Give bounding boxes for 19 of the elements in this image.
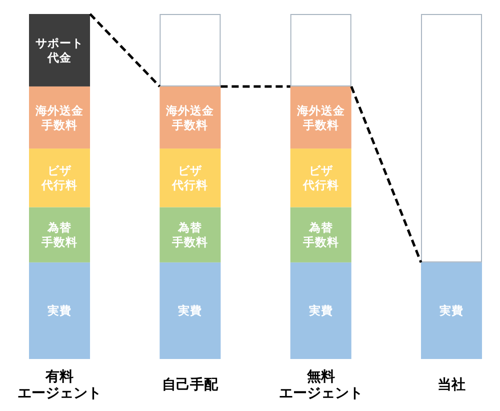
bar — [29, 148, 90, 208]
x-tick-label: 無料エージェント — [278, 368, 363, 402]
bar — [160, 262, 221, 359]
x-tick-label: 有料エージェント — [18, 368, 102, 402]
series-label: サポート代金 — [36, 36, 84, 64]
bar — [29, 14, 90, 86]
bar — [420, 14, 482, 262]
series-label: 為替手数料 — [40, 220, 78, 250]
x-tick-label: 自己手配 — [162, 376, 220, 393]
bar — [420, 262, 482, 359]
bar — [290, 262, 352, 359]
series-label: ビザ代行料 — [40, 164, 78, 192]
text: 実費 — [178, 304, 202, 318]
text: 実費 — [439, 304, 464, 318]
series-label: 実費 — [46, 304, 72, 318]
x-tick-label: 当社 — [437, 377, 466, 393]
series-label: 海外送金手数料 — [34, 103, 84, 132]
text: 実費 — [308, 304, 333, 318]
bar — [29, 262, 90, 359]
